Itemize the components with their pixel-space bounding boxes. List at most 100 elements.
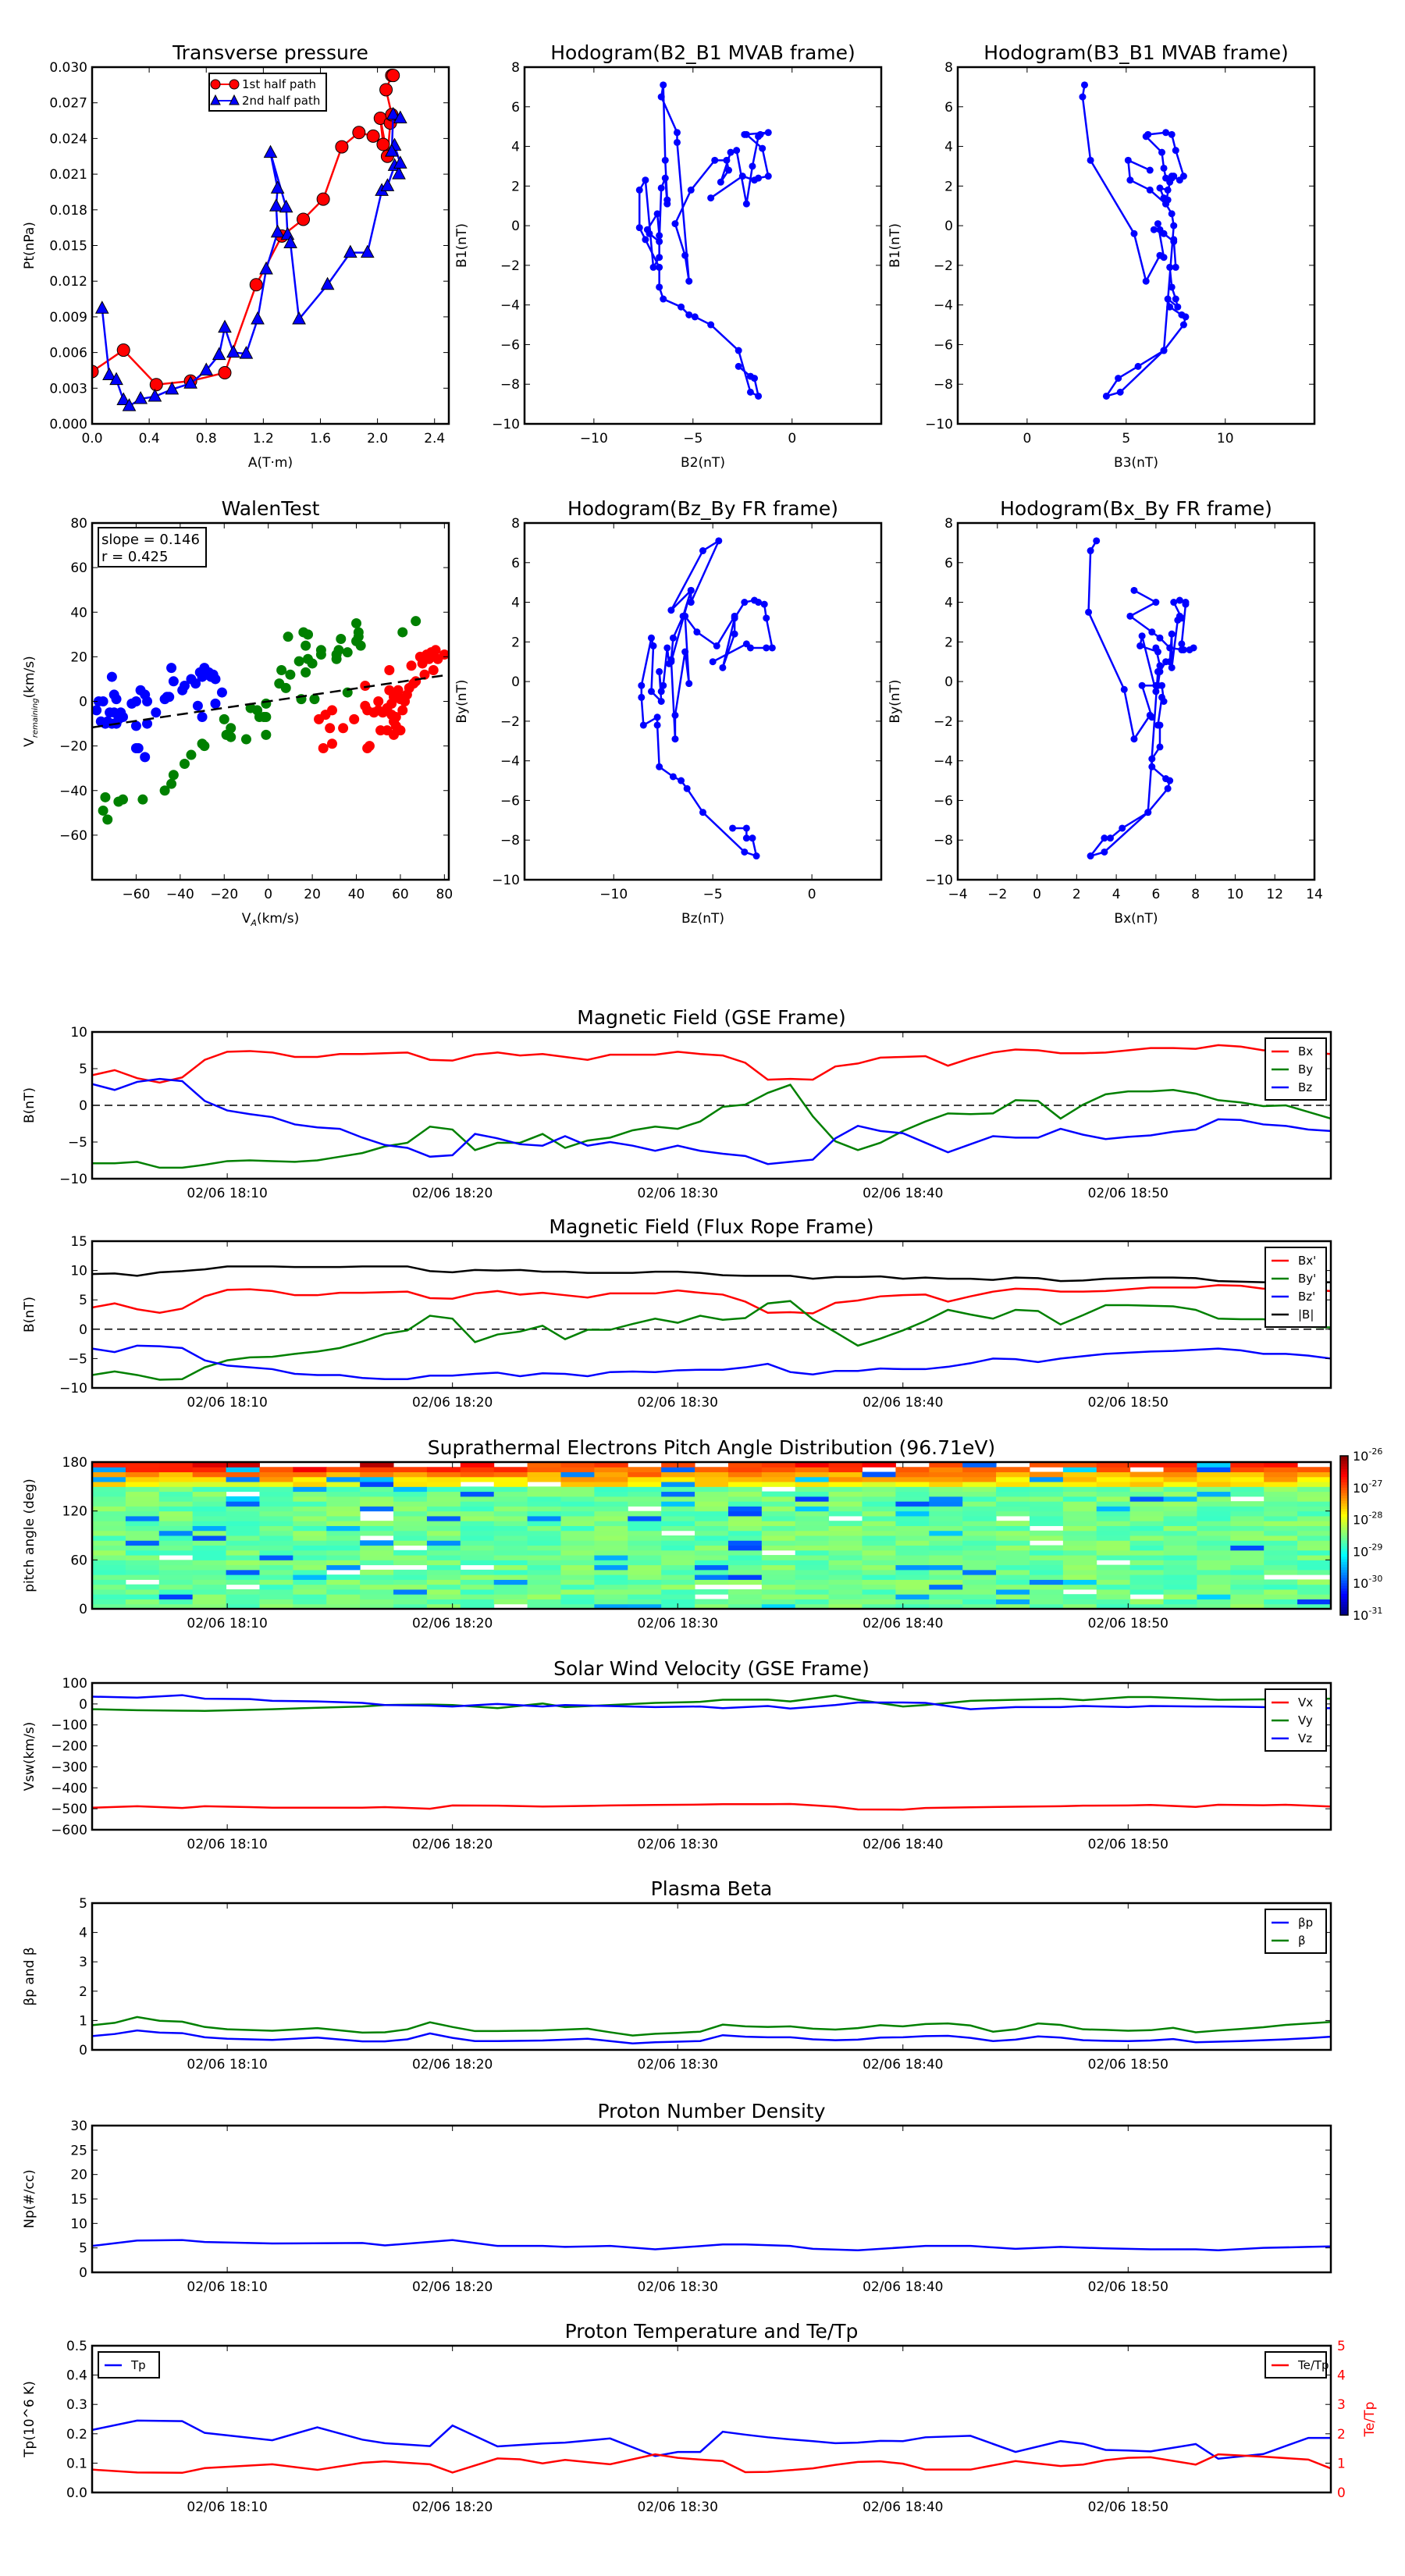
legend-label: Vz (1298, 1731, 1312, 1745)
heatmap-cell (125, 1599, 160, 1605)
legend: Te/Tp (1264, 2351, 1329, 2379)
panel-title: Hodogram(Bx_By FR frame) (1000, 497, 1272, 520)
y-tick-label: 0.2 (66, 2427, 87, 2443)
data-point (376, 137, 390, 151)
heatmap-cell (527, 1589, 561, 1595)
data-point (1148, 713, 1156, 721)
heatmap-cell (158, 1521, 194, 1526)
heatmap-cell (761, 1584, 796, 1590)
panel-title: Hodogram(Bz_By FR frame) (567, 497, 838, 520)
scatter-point-green (283, 632, 293, 642)
heatmap-cell (92, 1574, 126, 1580)
x-tick-label: −5 (703, 887, 723, 902)
x-tick-label: 02/06 18:30 (638, 2279, 718, 2295)
heatmap-cell (226, 1594, 260, 1599)
heatmap-cell (460, 1555, 495, 1560)
heatmap-cell (594, 1501, 628, 1507)
scatter-point-green (309, 694, 320, 705)
data-point (239, 346, 254, 359)
legend-label: 1st half path (242, 77, 316, 91)
heatmap-cell (1297, 1540, 1332, 1546)
heatmap-cell (795, 1491, 830, 1497)
heatmap-cell (1062, 1545, 1097, 1551)
heatmap-cell (795, 1482, 830, 1487)
heatmap-cell (493, 1545, 528, 1551)
data-point (1079, 93, 1087, 101)
heatmap-cell (628, 1491, 662, 1497)
heatmap-cell (92, 1579, 126, 1585)
data-point (1101, 848, 1108, 856)
heatmap-cell (527, 1525, 561, 1532)
legend-label: Bx (1298, 1044, 1313, 1059)
scatter-point-green (226, 723, 237, 734)
colorbar-segment (1340, 1546, 1348, 1550)
heatmap-cell (996, 1545, 1030, 1551)
colorbar-segment (1340, 1474, 1348, 1478)
data-point (1150, 226, 1158, 233)
data-point (687, 186, 695, 194)
data-point (1170, 236, 1178, 244)
heatmap-cell (1264, 1521, 1298, 1526)
heatmap-cell (895, 1535, 930, 1541)
scatter-point-blue (140, 752, 151, 763)
y-tick-label: 0.009 (49, 310, 87, 326)
heatmap-cell (862, 1496, 896, 1502)
colorbar-label: 10-26 (1353, 1446, 1382, 1464)
data-point (746, 644, 754, 652)
y-tick-label: 0 (79, 2265, 87, 2281)
heatmap-cell (1129, 1486, 1165, 1493)
colorbar-segment (1340, 1464, 1348, 1468)
heatmap-cell (1197, 1564, 1231, 1571)
scatter-point-green (261, 711, 272, 722)
heatmap-cell (862, 1462, 896, 1468)
y-tick-label: −8 (500, 377, 520, 393)
y-tick-label: 10 (70, 1264, 87, 1279)
data-point (343, 244, 357, 258)
heatmap-cell (293, 1486, 327, 1493)
r-text: r = 0.425 (101, 549, 168, 565)
heatmap-cell (560, 1510, 595, 1517)
heatmap-cell (560, 1476, 595, 1482)
heatmap-cell (1297, 1564, 1332, 1571)
heatmap-cell (360, 1462, 394, 1468)
colorbar-segment (1340, 1527, 1348, 1531)
heatmap-cell (795, 1467, 830, 1473)
heatmap-cell (661, 1545, 695, 1551)
scatter-point-blue (106, 671, 117, 682)
heatmap-cell (560, 1525, 595, 1532)
heatmap-cell (125, 1501, 160, 1507)
heatmap-cell (460, 1476, 495, 1482)
data-point (1115, 375, 1122, 382)
heatmap-cell (158, 1579, 194, 1585)
x-tick-label: 02/06 18:30 (638, 2500, 718, 2515)
heatmap-cell (192, 1506, 227, 1512)
heatmap-cell (460, 1540, 495, 1546)
heatmap-cell (293, 1584, 327, 1590)
heatmap-cell (1230, 1574, 1264, 1580)
heatmap-cell (158, 1535, 194, 1541)
heatmap-cell (360, 1545, 394, 1551)
heatmap-cell (125, 1476, 160, 1482)
heatmap-cell (929, 1574, 963, 1580)
heatmap-cell (895, 1486, 930, 1493)
y-tick-label: −4 (500, 754, 520, 770)
heatmap-cell (1297, 1491, 1332, 1497)
x-tick-label: 80 (436, 887, 454, 902)
heatmap-cell (996, 1530, 1030, 1536)
heatmap-cell (661, 1525, 695, 1532)
heatmap-cell (727, 1535, 763, 1541)
x-tick-label: 0 (1023, 431, 1031, 447)
heatmap-cell (661, 1486, 695, 1493)
heatmap-cell (125, 1486, 160, 1493)
data-point (149, 378, 163, 392)
heatmap-cell (661, 1579, 695, 1585)
data-point (1080, 81, 1088, 89)
heatmap-cell (795, 1501, 830, 1507)
heatmap-cell (527, 1486, 561, 1493)
heatmap-cell (1297, 1482, 1332, 1487)
heatmap-cell (661, 1594, 695, 1599)
heatmap-cell (560, 1471, 595, 1478)
heatmap-cell (192, 1603, 227, 1610)
heatmap-cell (560, 1535, 595, 1541)
heatmap-cell (661, 1467, 695, 1473)
